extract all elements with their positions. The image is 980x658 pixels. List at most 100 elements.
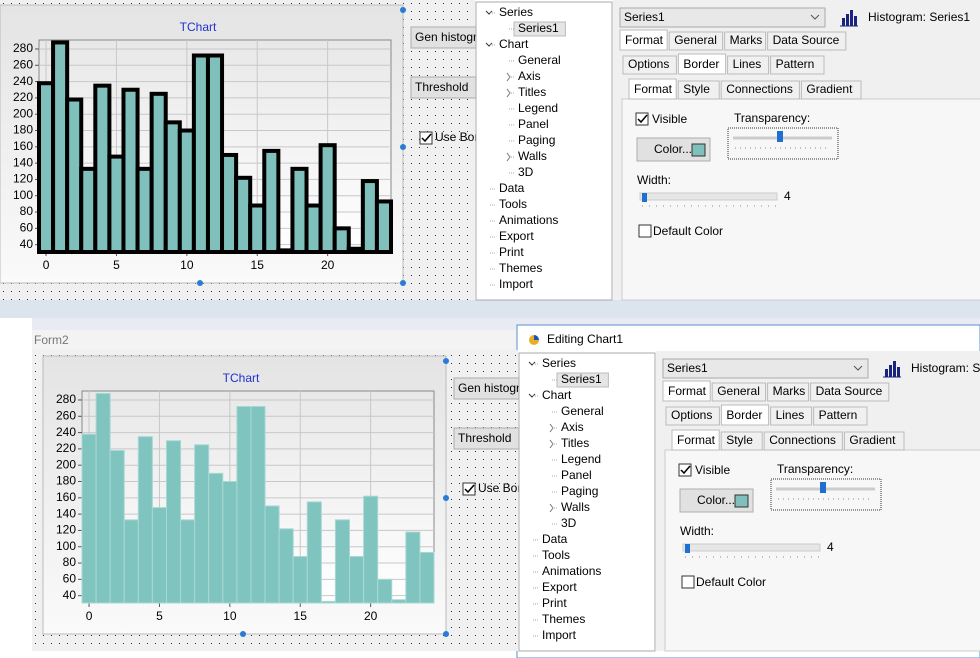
tab-label[interactable]: Style xyxy=(683,82,710,96)
tab[interactable] xyxy=(727,55,770,75)
tree-item[interactable]: Chart xyxy=(542,388,572,402)
tree-item[interactable]: Legend xyxy=(561,452,601,466)
tab-label[interactable]: Pattern xyxy=(819,408,858,422)
tree-item[interactable]: Export xyxy=(542,580,577,594)
tree-expander[interactable] xyxy=(528,361,536,366)
tree-item[interactable]: Data xyxy=(499,181,525,195)
tab[interactable] xyxy=(671,429,720,451)
tree-item[interactable]: Export xyxy=(499,229,534,243)
tab-label[interactable]: Connections xyxy=(726,82,793,96)
tree-item[interactable]: 3D xyxy=(518,165,534,179)
tab[interactable] xyxy=(628,78,677,100)
series-select-value[interactable]: Series1 xyxy=(624,10,665,24)
checkbox-label[interactable]: Default Color xyxy=(653,224,723,238)
tree-item[interactable]: Legend xyxy=(518,101,558,115)
tab-label[interactable]: Lines xyxy=(776,408,805,422)
tree-item[interactable]: Import xyxy=(499,277,534,291)
tab[interactable] xyxy=(724,31,767,51)
tab-label[interactable]: Format xyxy=(677,433,716,447)
tree-item[interactable]: General xyxy=(518,53,561,67)
tab[interactable] xyxy=(677,53,727,75)
tree-item[interactable]: Series xyxy=(542,356,576,370)
tree-item[interactable]: General xyxy=(561,404,604,418)
tab-label[interactable]: Data Source xyxy=(816,384,883,398)
slider-thumb[interactable] xyxy=(777,131,783,142)
tab[interactable] xyxy=(767,31,847,51)
tree-item[interactable]: Themes xyxy=(499,261,542,275)
tree-item[interactable]: 3D xyxy=(561,516,577,530)
tree-item[interactable]: Tools xyxy=(499,197,527,211)
tab-label[interactable]: General xyxy=(674,33,717,47)
checkbox[interactable] xyxy=(681,575,695,589)
tree-item[interactable]: Axis xyxy=(518,69,541,83)
tab[interactable] xyxy=(720,404,770,426)
checkbox-label[interactable]: Visible xyxy=(652,112,687,126)
window-title[interactable]: Editing Chart1 xyxy=(547,332,623,346)
button-label[interactable]: Gen histogra xyxy=(458,381,527,395)
tab[interactable] xyxy=(677,80,720,100)
tab[interactable] xyxy=(763,431,843,451)
tree-item[interactable]: Animations xyxy=(499,213,558,227)
tree-item[interactable]: Panel xyxy=(518,117,549,131)
tab[interactable] xyxy=(800,80,862,100)
button-label[interactable]: Color... xyxy=(697,493,735,507)
checkbox[interactable] xyxy=(419,131,433,145)
tree-item[interactable]: Walls xyxy=(518,149,547,163)
tab-label[interactable]: Options xyxy=(628,57,669,71)
tree-expander[interactable] xyxy=(528,393,536,398)
tree-expander[interactable] xyxy=(485,10,493,15)
checkbox[interactable] xyxy=(678,463,692,477)
series-select[interactable] xyxy=(619,7,826,28)
tab-label[interactable]: Format xyxy=(634,82,673,96)
tab-label[interactable]: Border xyxy=(726,408,762,422)
tab-label[interactable]: Lines xyxy=(733,57,762,71)
tab[interactable] xyxy=(770,406,813,426)
tab-label[interactable]: Format xyxy=(668,384,707,398)
tab[interactable] xyxy=(720,431,763,451)
tree-item[interactable]: Data xyxy=(542,532,568,546)
tab[interactable] xyxy=(810,382,890,402)
tab-label[interactable]: Pattern xyxy=(776,57,815,71)
tree-item[interactable]: Themes xyxy=(542,612,585,626)
tab[interactable] xyxy=(668,31,724,51)
tab-label[interactable]: Options xyxy=(671,408,712,422)
checkbox-label[interactable]: Visible xyxy=(695,463,730,477)
tab[interactable] xyxy=(711,382,767,402)
tab[interactable] xyxy=(720,80,800,100)
tab-label[interactable]: General xyxy=(717,384,760,398)
tree-item[interactable]: Print xyxy=(542,596,567,610)
tree-item[interactable]: Titles xyxy=(561,436,589,450)
tree-item[interactable]: Import xyxy=(542,628,577,642)
tab[interactable] xyxy=(767,382,810,402)
tree-item[interactable]: Print xyxy=(499,245,524,259)
tree-item[interactable]: Walls xyxy=(561,500,590,514)
checkbox[interactable] xyxy=(462,482,476,496)
tab-label[interactable]: Border xyxy=(683,57,719,71)
tree-item[interactable]: Series1 xyxy=(518,21,559,35)
tab-label[interactable]: Gradient xyxy=(849,433,896,447)
tree-item[interactable]: Tools xyxy=(542,548,570,562)
series-select-value[interactable]: Series1 xyxy=(667,361,708,375)
slider-thumb[interactable] xyxy=(820,482,826,493)
tab[interactable] xyxy=(662,380,711,402)
tab[interactable] xyxy=(843,431,905,451)
slider-thumb[interactable] xyxy=(685,544,690,553)
slider-thumb[interactable] xyxy=(642,193,647,202)
tree-item[interactable]: Titles xyxy=(518,85,546,99)
button-label[interactable]: Threshold xyxy=(458,431,511,445)
tree-item[interactable]: Series xyxy=(499,5,533,19)
tab-label[interactable]: Marks xyxy=(730,33,763,47)
series-select[interactable] xyxy=(662,358,869,379)
tab-label[interactable]: Marks xyxy=(773,384,806,398)
tab-label[interactable]: Style xyxy=(726,433,753,447)
tree-item[interactable]: Paging xyxy=(561,484,598,498)
tab[interactable] xyxy=(622,55,677,75)
tab-label[interactable]: Format xyxy=(625,33,664,47)
tree-item[interactable]: Axis xyxy=(561,420,584,434)
tab-label[interactable]: Gradient xyxy=(806,82,853,96)
tree-item[interactable]: Animations xyxy=(542,564,601,578)
tab-label[interactable]: Connections xyxy=(769,433,836,447)
tab[interactable] xyxy=(665,406,720,426)
tab[interactable] xyxy=(770,55,825,75)
button-label[interactable]: Threshold xyxy=(415,80,468,94)
